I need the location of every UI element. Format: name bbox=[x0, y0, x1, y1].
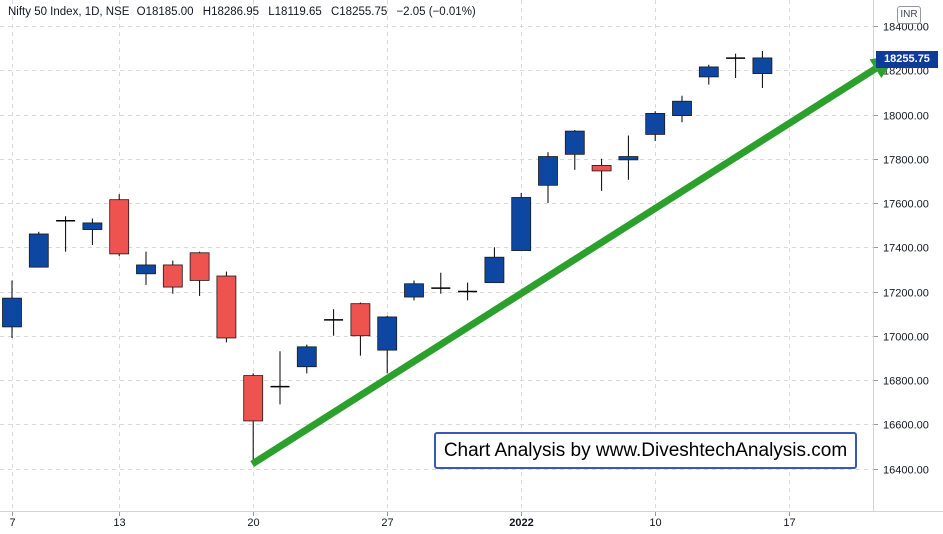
candle-body bbox=[189, 252, 210, 281]
candle-body bbox=[404, 283, 424, 298]
open-value: O18185.00 bbox=[136, 6, 194, 18]
candle-body bbox=[511, 197, 532, 251]
time-tick-label: 2022 bbox=[509, 517, 533, 529]
candle-body bbox=[377, 316, 398, 351]
candle-body bbox=[296, 346, 317, 368]
candle-body bbox=[136, 264, 156, 275]
candle-body bbox=[162, 264, 183, 288]
candle-body bbox=[618, 156, 639, 161]
price-tick-label: 17200.00 bbox=[883, 288, 929, 300]
candle-body bbox=[243, 375, 264, 422]
price-axis[interactable]: 16400.00 16600.00 16800.00 17000.00 17200.00… bbox=[874, 22, 929, 477]
price-tick-label: 17400.00 bbox=[883, 243, 929, 255]
candle-body bbox=[109, 199, 130, 255]
candle-body bbox=[752, 57, 773, 74]
candle-body bbox=[82, 222, 103, 230]
time-tick-label: 13 bbox=[113, 517, 125, 529]
low-value: L18119.65 bbox=[268, 6, 322, 18]
time-tick-label: 7 bbox=[9, 517, 15, 529]
high-value: H18286.95 bbox=[202, 6, 260, 18]
time-tick-label: 10 bbox=[649, 517, 661, 529]
candle-body bbox=[28, 233, 49, 268]
candles bbox=[2, 51, 773, 465]
candle-body bbox=[2, 297, 22, 328]
price-tick-label: 17000.00 bbox=[883, 332, 929, 344]
price-tick-label: 18400.00 bbox=[883, 22, 929, 34]
candle-body bbox=[484, 256, 505, 284]
currency-button[interactable]: INR bbox=[897, 6, 921, 24]
price-tick-label: 17600.00 bbox=[883, 199, 929, 211]
symbol-title: Nifty 50 Index, 1D, NSE bbox=[8, 6, 130, 18]
price-tick-label: 16400.00 bbox=[883, 465, 929, 477]
candle-body bbox=[698, 66, 719, 78]
close-value: C18255.75 bbox=[330, 6, 388, 18]
candle-body bbox=[538, 156, 558, 186]
candle-body bbox=[645, 112, 666, 135]
time-tick-label: 17 bbox=[783, 517, 795, 529]
candle-body bbox=[672, 100, 692, 117]
trend-arrow bbox=[250, 54, 898, 468]
candle-body bbox=[591, 164, 612, 172]
price-tick-label: 16600.00 bbox=[883, 420, 929, 432]
last-price-label: 18255.75 bbox=[876, 51, 938, 68]
time-tick-label: 20 bbox=[247, 517, 259, 529]
trend-arrow-shaft bbox=[250, 65, 878, 468]
time-tick-label: 27 bbox=[381, 517, 393, 529]
candle-body bbox=[350, 303, 371, 337]
price-tick-label: 18200.00 bbox=[883, 66, 929, 78]
price-tick-label: 18000.00 bbox=[883, 111, 929, 123]
candle-body bbox=[564, 130, 585, 155]
symbol-legend: Nifty 50 Index, 1D, NSE O18185.00 H18286… bbox=[8, 6, 480, 18]
candle-body bbox=[216, 275, 237, 339]
price-tick-label: 16800.00 bbox=[883, 376, 929, 388]
change-value: −2.05 (−0.01%) bbox=[396, 6, 476, 18]
price-tick-label: 17800.00 bbox=[883, 155, 929, 167]
time-axis[interactable]: 7 13 20 27 2022 10 17 bbox=[9, 512, 796, 529]
analysis-watermark: Chart Analysis by www.DiveshtechAnalysis… bbox=[434, 432, 857, 469]
